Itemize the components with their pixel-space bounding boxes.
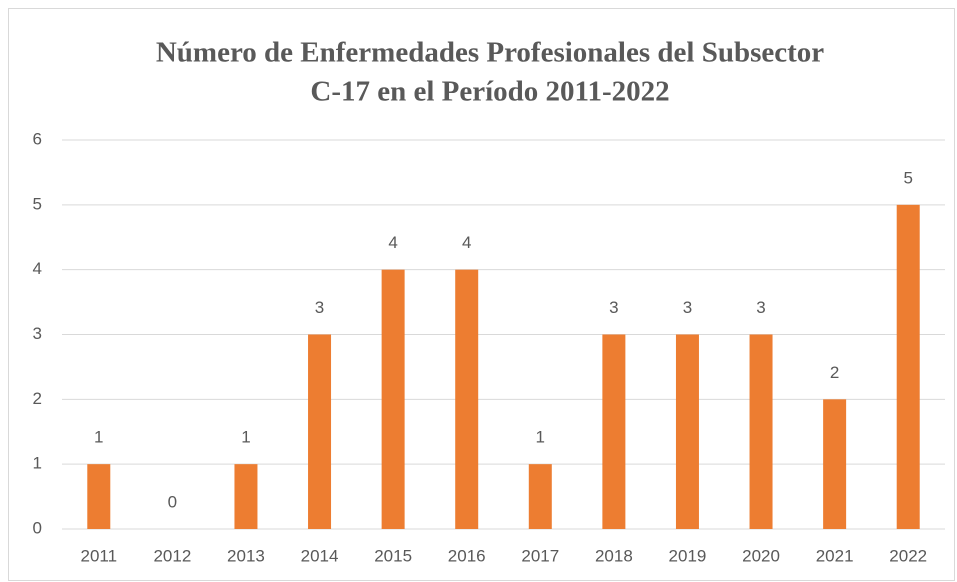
data-label: 3 (609, 298, 618, 317)
data-label: 5 (903, 168, 912, 187)
x-tick-label: 2020 (742, 546, 780, 565)
y-tick-label: 0 (33, 518, 42, 537)
y-tick-label: 1 (33, 454, 42, 473)
bar (675, 334, 699, 529)
data-label: 1 (94, 428, 103, 447)
y-tick-label: 5 (33, 194, 42, 213)
data-label: 2 (830, 363, 839, 382)
x-tick-label: 2014 (301, 546, 339, 565)
y-tick-label: 2 (33, 389, 42, 408)
data-label: 1 (241, 428, 250, 447)
x-tick-label: 2011 (81, 546, 118, 565)
data-label: 3 (683, 298, 692, 317)
x-tick-label: 2016 (448, 546, 486, 565)
data-label: 4 (388, 233, 397, 252)
bar (381, 269, 405, 529)
bar (602, 334, 626, 529)
data-label: 0 (168, 492, 177, 511)
x-tick-label: 2021 (816, 546, 854, 565)
bar (234, 464, 258, 529)
x-tick-label: 2013 (227, 546, 265, 565)
y-tick-label: 3 (33, 324, 42, 343)
x-tick-label: 2015 (374, 546, 412, 565)
chart-title: Número de Enfermedades Profesionales del… (156, 37, 824, 69)
bar (308, 334, 332, 529)
bar (896, 204, 920, 530)
bar (528, 464, 552, 529)
x-tick-label: 2012 (153, 546, 191, 565)
y-tick-label: 4 (33, 259, 42, 278)
y-tick-label: 6 (33, 129, 42, 148)
x-tick-label: 2018 (595, 546, 633, 565)
chart-title: C-17 en el Período 2011-2022 (310, 76, 669, 108)
bar (749, 334, 773, 529)
data-label: 3 (315, 298, 324, 317)
bar (87, 464, 111, 529)
x-tick-label: 2019 (669, 546, 707, 565)
x-tick-label: 2017 (521, 546, 559, 565)
chart-border (8, 8, 955, 581)
bar (455, 269, 479, 529)
x-tick-label: 2022 (889, 546, 927, 565)
data-label: 4 (462, 233, 471, 252)
data-label: 1 (536, 428, 545, 447)
data-label: 3 (756, 298, 765, 317)
bar (823, 399, 847, 529)
